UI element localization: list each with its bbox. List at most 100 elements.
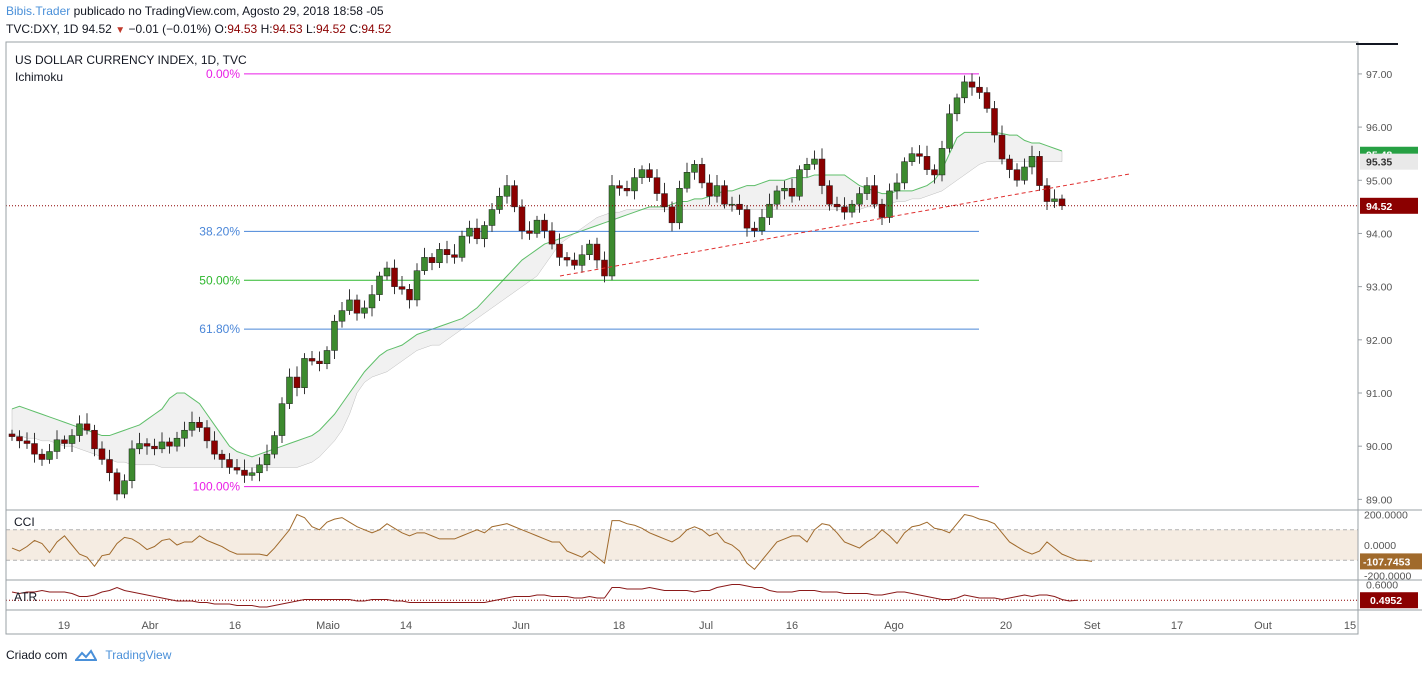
price-tick-label: 94.00 xyxy=(1366,228,1392,240)
candle-body xyxy=(803,164,811,170)
candle-body xyxy=(481,225,488,240)
candle-body xyxy=(991,108,998,136)
candle-body xyxy=(203,427,211,442)
candle-body xyxy=(998,134,1006,160)
candle-body xyxy=(413,270,421,301)
candle-body xyxy=(1051,198,1058,202)
last-price: 94.52 xyxy=(81,22,112,36)
cci-last-badge-text: -107.7453 xyxy=(1363,556,1410,568)
open-label: O: xyxy=(214,22,228,36)
x-axis-label: 16 xyxy=(786,620,798,632)
symbol-label: TVC:DXY, 1D xyxy=(6,22,79,36)
low-label: L: xyxy=(305,22,316,36)
price-change: −0.01 (−0.01%) xyxy=(128,22,212,36)
candle-body xyxy=(563,257,571,261)
x-axis-label: 20 xyxy=(1000,620,1012,632)
candle-body xyxy=(353,299,361,314)
chart-header-line1: Bibis.Trader publicado no TradingView.co… xyxy=(6,4,384,18)
cci-tick-label: 200.0000 xyxy=(1364,510,1408,522)
publish-info: publicado no TradingView.com, Agosto 29,… xyxy=(73,4,384,18)
cci-pane[interactable]: CCI xyxy=(6,513,1358,571)
candle-body xyxy=(923,156,931,170)
atr-line xyxy=(11,584,1078,608)
candle-body xyxy=(308,358,316,362)
candle-body xyxy=(143,443,151,447)
candle-body xyxy=(736,203,743,210)
x-axis-label: Ago xyxy=(884,620,904,632)
candle-body xyxy=(16,436,23,442)
candle-body xyxy=(391,267,398,287)
created-with-label: Criado com xyxy=(6,648,68,662)
candle-body xyxy=(421,257,428,271)
candle-body xyxy=(796,169,803,197)
candle-body xyxy=(556,243,563,258)
candle-body xyxy=(781,188,788,192)
price-tick-label: 97.00 xyxy=(1366,69,1392,81)
candle-body xyxy=(98,448,106,460)
atr-pane[interactable]: ATR xyxy=(6,584,1358,608)
candle-body xyxy=(533,219,541,234)
candle-body xyxy=(181,429,188,439)
candle-body xyxy=(211,440,218,455)
x-axis-label: 14 xyxy=(400,620,412,632)
price-tick-label: 93.00 xyxy=(1366,282,1392,294)
candle-body xyxy=(856,193,863,205)
candle-body xyxy=(376,275,383,295)
candle-body xyxy=(68,435,76,444)
candle-body xyxy=(121,480,128,495)
candle-body xyxy=(458,235,466,258)
fib-label-4: 100.00% xyxy=(193,480,241,494)
price-badge-text-1: 95.35 xyxy=(1366,157,1392,169)
author-link[interactable]: Bibis.Trader xyxy=(6,4,71,18)
candle-body xyxy=(301,358,308,388)
candle-body xyxy=(863,185,871,194)
candle-body xyxy=(113,472,121,495)
atr-last-badge xyxy=(1360,592,1418,609)
tradingview-brand[interactable]: TradingView xyxy=(105,648,172,662)
candle-body xyxy=(76,423,83,436)
candle-body xyxy=(1028,156,1036,168)
candle-body xyxy=(286,376,293,404)
fib-label-0: 0.00% xyxy=(206,67,240,81)
main-price-pane[interactable]: 0.00% 38.20% 50.00% 61.80% 100.00% US DOLLAR … xyxy=(6,53,1358,501)
axes: 97.00 96.00 95.00 94.00 93.00 92.00 91.00 90.00… xyxy=(5,41,1422,635)
candle-body xyxy=(451,254,458,258)
candle-body xyxy=(8,433,16,437)
candle-body xyxy=(31,443,38,455)
cci-tick-label: 0.0000 xyxy=(1364,540,1396,552)
candle-body xyxy=(818,158,826,186)
candle-body xyxy=(1013,169,1021,181)
candle-body xyxy=(646,169,653,178)
candle-body xyxy=(653,177,661,194)
open-value: 94.53 xyxy=(227,22,258,36)
high-value: 94.53 xyxy=(272,22,303,36)
cci-tick-label: -200.0000 xyxy=(1364,570,1411,582)
chart-title: US DOLLAR CURRENCY INDEX, 1D, TVC xyxy=(15,53,247,67)
candle-body xyxy=(511,185,518,208)
candle-body xyxy=(278,403,286,436)
candle-body xyxy=(361,307,368,314)
candle-body xyxy=(1021,166,1028,181)
candle-body xyxy=(241,469,248,476)
candle-body xyxy=(548,230,556,245)
candle-body xyxy=(721,185,728,205)
candle-body xyxy=(728,203,736,206)
down-triangle-icon: ▼ xyxy=(115,25,126,36)
candle-body xyxy=(293,376,301,388)
x-axis-label: Set xyxy=(1084,620,1101,632)
candle-body xyxy=(848,203,856,213)
candle-body xyxy=(443,249,451,255)
fib-label-3: 61.80% xyxy=(199,322,240,336)
candle-body xyxy=(691,164,698,173)
candle-body xyxy=(436,249,443,263)
candle-body xyxy=(218,453,226,460)
candle-body xyxy=(248,472,256,476)
atr-last-badge-text: 0.4952 xyxy=(1370,595,1402,607)
candle-body xyxy=(233,467,241,471)
candle-body xyxy=(841,206,848,213)
candle-body xyxy=(526,230,533,234)
candle-body xyxy=(398,286,406,290)
candle-body xyxy=(473,227,481,240)
candle-body xyxy=(383,267,391,277)
